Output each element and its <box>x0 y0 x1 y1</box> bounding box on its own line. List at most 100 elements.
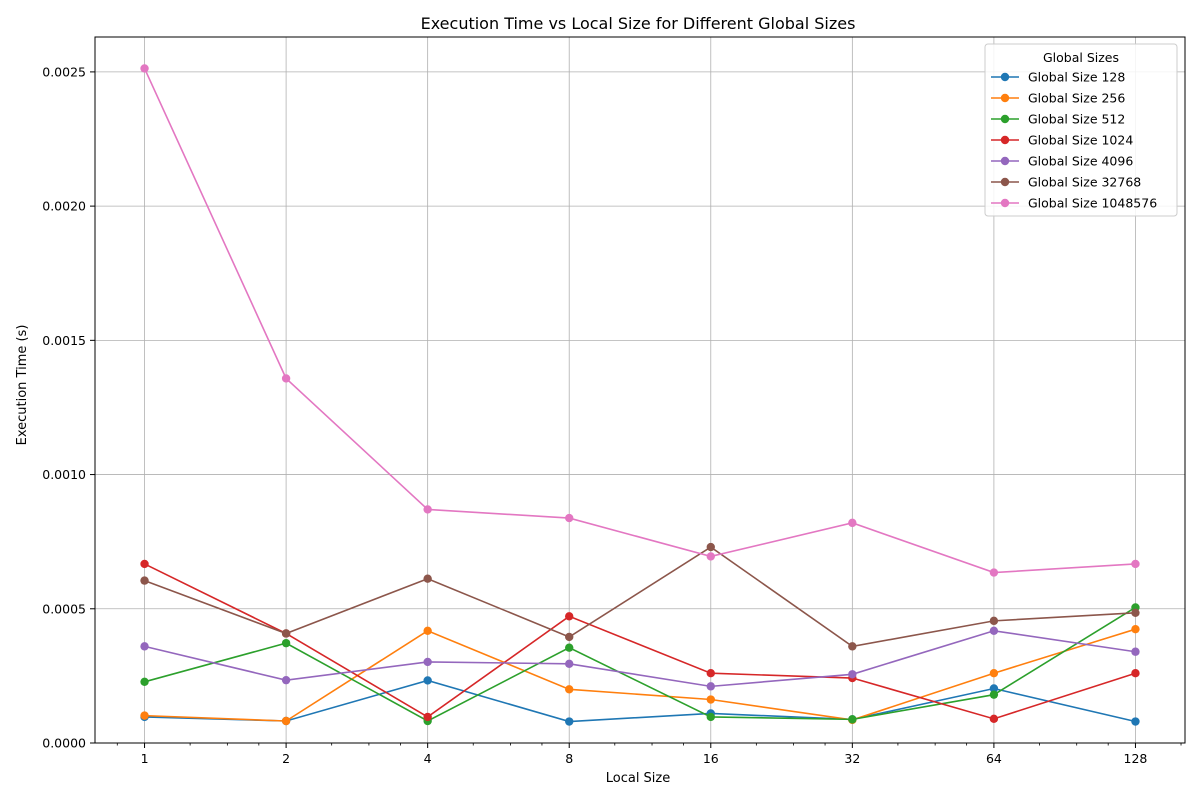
data-point <box>848 642 857 651</box>
legend: Global Sizes Global Size 128 Global Size 2… <box>984 43 1178 217</box>
data-point <box>989 714 999 724</box>
series-0 <box>140 676 1140 726</box>
data-point <box>565 612 574 621</box>
legend-label: Global Size 1024 <box>1028 133 1133 148</box>
data-point <box>1131 717 1140 726</box>
series-5 <box>140 542 1140 651</box>
series-line <box>144 563 1136 720</box>
legend-marker <box>1000 177 1010 187</box>
data-point <box>848 715 857 724</box>
x-tick-label: 32 <box>844 751 860 766</box>
data-point <box>565 513 574 523</box>
legend-item: Global Size 512 <box>991 112 1125 127</box>
legend-marker <box>1000 135 1010 145</box>
data-point <box>706 542 715 552</box>
data-point <box>1131 624 1140 634</box>
data-point <box>140 576 149 585</box>
y-tick-label: 0.0025 <box>42 64 86 79</box>
legend-marker <box>1000 93 1010 103</box>
data-point <box>565 717 574 726</box>
data-point <box>565 659 574 669</box>
legend-marker <box>1000 156 1010 166</box>
data-point <box>848 670 857 679</box>
legend-label: Global Size 32768 <box>1028 175 1141 190</box>
y-tick-label: 0.0015 <box>42 333 86 348</box>
data-point <box>565 643 574 652</box>
y-tick-label: 0.0020 <box>42 199 86 214</box>
y-tick-label: 0.0000 <box>42 736 86 751</box>
data-point <box>423 574 432 583</box>
data-point <box>423 676 432 685</box>
series-group <box>140 64 1140 726</box>
x-tick-label: 64 <box>986 751 1002 766</box>
legend-frame <box>984 43 1178 217</box>
legend-marker <box>1000 114 1010 124</box>
x-tick-label: 4 <box>424 751 432 766</box>
data-point <box>1131 608 1140 618</box>
legend-marker <box>1000 198 1010 208</box>
legend-label: Global Size 256 <box>1028 91 1125 106</box>
data-point <box>140 642 149 651</box>
legend-item: Global Size 4096 <box>991 154 1133 169</box>
data-point <box>989 616 999 626</box>
x-tick-label: 16 <box>703 751 719 766</box>
data-point <box>565 632 574 642</box>
y-axis-label: Execution Time (s) <box>15 325 30 446</box>
x-tick-label: 8 <box>565 751 573 766</box>
data-point <box>989 669 999 678</box>
data-point <box>1131 559 1140 569</box>
legend-marker <box>1000 72 1010 82</box>
x-axis-label: Local Size <box>606 771 671 786</box>
data-point <box>281 638 291 648</box>
data-point <box>140 677 149 686</box>
data-point <box>423 657 432 667</box>
data-point <box>281 716 291 726</box>
legend-item: Global Size 1048576 <box>991 196 1157 211</box>
data-point <box>706 552 715 561</box>
data-point <box>1131 647 1140 656</box>
plot-frame <box>94 36 1186 744</box>
data-point <box>848 518 857 528</box>
data-point <box>989 684 999 693</box>
y-tick-label: 0.0005 <box>42 601 86 616</box>
data-point <box>423 505 432 514</box>
y-tick-label: 0.0010 <box>42 467 86 482</box>
legend-item: Global Size 256 <box>991 91 1125 106</box>
legend-item: Global Size 1024 <box>991 133 1133 148</box>
series-6 <box>140 64 1140 577</box>
axis-ticks: 1 2 4 8 16 32 64 128 0.0000 0.0005 0.0010 0.0015 0.0… <box>42 64 1182 766</box>
data-point <box>281 675 291 685</box>
data-point <box>706 682 715 691</box>
legend-item: Global Size 32768 <box>991 175 1141 190</box>
legend-title: Global Sizes <box>1043 50 1119 65</box>
data-point <box>423 626 432 635</box>
legend-label: Global Size 4096 <box>1028 154 1133 169</box>
data-point <box>565 685 574 694</box>
data-point <box>281 374 291 383</box>
series-4 <box>140 626 1140 691</box>
data-point <box>1131 669 1140 678</box>
data-point <box>989 690 999 699</box>
legend-label: Global Size 512 <box>1028 112 1125 127</box>
series-line <box>144 628 1136 722</box>
series-line <box>144 629 1136 688</box>
legend-item: Global Size 128 <box>991 70 1125 85</box>
chart-title: Execution Time vs Local Size for Differe… <box>421 14 856 33</box>
series-line <box>144 606 1136 722</box>
data-point <box>140 711 149 720</box>
x-tick-label: 1 <box>141 751 149 766</box>
data-point <box>281 629 291 638</box>
series-line <box>144 546 1136 648</box>
data-point <box>706 712 715 722</box>
legend-label: Global Size 1048576 <box>1028 196 1157 211</box>
data-point <box>989 626 999 635</box>
data-point <box>706 695 715 704</box>
data-point <box>140 64 149 73</box>
series-line <box>143 68 1136 574</box>
legend-label: Global Size 128 <box>1028 70 1125 85</box>
x-tick-label: 128 <box>1124 751 1148 766</box>
series-line <box>144 679 1136 723</box>
x-tick-label: 2 <box>282 751 290 766</box>
data-point <box>706 669 715 678</box>
